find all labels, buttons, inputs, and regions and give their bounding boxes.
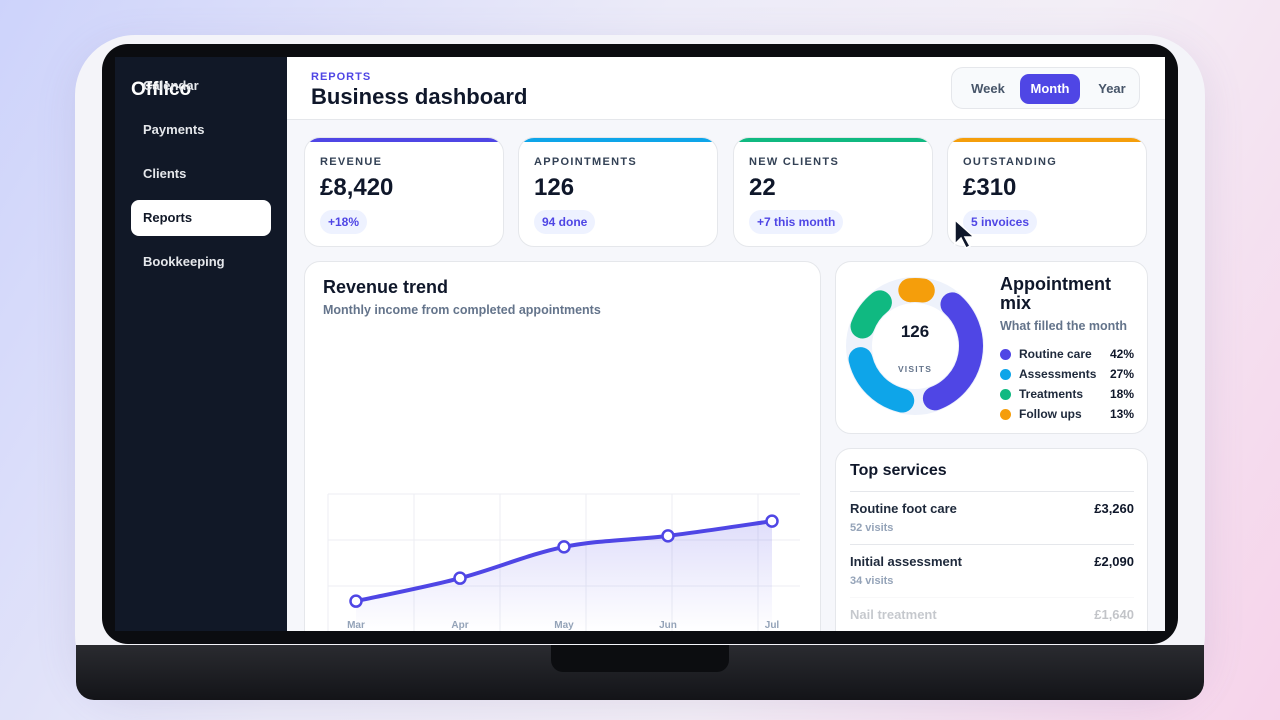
header: REPORTS Business dashboard Week Month Year (287, 57, 1165, 120)
kpi-value: £310 (963, 174, 1017, 201)
donut-segment (922, 292, 983, 411)
chart-title: Appointment mix (1000, 274, 1111, 313)
nav-item[interactable]: Calendar (143, 78, 199, 93)
period-button[interactable]: Year (1098, 81, 1126, 96)
donut-segment (848, 347, 915, 413)
page-title: Business dashboard (311, 84, 528, 109)
brand: Offlico (131, 79, 192, 100)
donut-center-label: VISITS (898, 364, 932, 374)
nav-item[interactable]: Bookkeeping (143, 254, 225, 269)
mix-card: 126 VISITS Appointment mix What filled t… (835, 261, 1148, 434)
kpi-accent (948, 138, 1146, 142)
kpi-accent (519, 138, 717, 142)
kpi-value: 126 (534, 174, 575, 201)
legend-label: Assessments (1019, 367, 1097, 381)
legend-item: Treatments 18% (1000, 384, 1134, 404)
service-name: Routine foot care (850, 501, 957, 516)
chart-subtitle: Monthly income from completed appointmen… (323, 303, 601, 317)
donut-center-value: 126 (901, 322, 929, 341)
legend-dot (1000, 369, 1011, 380)
service-visits: 52 visits (850, 522, 894, 534)
chart-title: Revenue trend (323, 277, 449, 297)
service-amount: £3,260 (1094, 501, 1134, 516)
legend-item: Follow ups 13% (1000, 404, 1134, 424)
nav-item[interactable]: Clients (143, 166, 187, 181)
legend-value: 27% (1109, 367, 1134, 381)
kpi-badge: 94 done (534, 210, 596, 234)
period-button[interactable]: Month (1020, 74, 1080, 104)
service-name: Nail treatment (850, 607, 937, 622)
chart-subtitle: What filled the month (1000, 319, 1128, 333)
service-row[interactable]: Initial assessment 34 visits £2,090 (850, 544, 1134, 597)
service-amount: £1,640 (1094, 607, 1134, 622)
laptop-notch (551, 645, 729, 672)
legend-item: Assessments 27% (1000, 364, 1134, 384)
kpi-card: NEW CLIENTS 22 +7 this month (733, 137, 933, 247)
kpi-card: OUTSTANDING £310 5 invoices (947, 137, 1147, 247)
legend-value: 42% (1109, 347, 1134, 361)
legend-label: Treatments (1019, 387, 1084, 401)
line-point (453, 571, 467, 585)
period-button[interactable]: Week (971, 81, 1005, 96)
services-card: Top services Routine foot care 52 visits £… (835, 448, 1148, 631)
period-switch: Week Month Year (951, 67, 1140, 109)
sidebar: Offlico Calendar Payments Clients Reports Bo… (115, 57, 287, 631)
service-row[interactable]: Routine foot care 52 visits £3,260 (850, 491, 1134, 544)
service-visits: 34 visits (850, 575, 894, 587)
x-tick-label: Apr (451, 620, 468, 631)
nav-item[interactable]: Reports (131, 200, 271, 236)
line-point (557, 540, 571, 554)
kpi-card: REVENUE £8,420 +18% (304, 137, 504, 247)
line-point (765, 514, 779, 528)
revenue-card: Revenue trend Monthly income from comple… (304, 261, 821, 631)
kpi-label: OUTSTANDING (963, 156, 1058, 168)
cursor (954, 218, 976, 250)
line-chart: Mar Apr May Jun Jul (327, 493, 800, 631)
service-amount: £2,090 (1094, 554, 1134, 569)
screen: Offlico Calendar Payments Clients Reports Bo… (115, 57, 1165, 631)
legend-label: Follow ups (1019, 407, 1082, 421)
legend-dot (1000, 389, 1011, 400)
kpi-accent (734, 138, 932, 142)
line-area (356, 521, 772, 631)
kpi-value: £8,420 (320, 174, 394, 201)
donut-segment (898, 278, 935, 303)
x-tick-label: Jun (659, 620, 677, 631)
eyebrow: REPORTS (311, 71, 372, 83)
legend-label: Routine care (1019, 347, 1092, 361)
line-point (661, 529, 675, 543)
donut-segment (850, 290, 892, 339)
line-point (349, 594, 363, 608)
kpi-badge: +18% (320, 210, 368, 234)
service-row[interactable]: Nail treatment £1,640 (850, 597, 1134, 631)
kpi-label: REVENUE (320, 156, 383, 168)
kpi-label: NEW CLIENTS (749, 156, 840, 168)
card-title: Top services (850, 462, 947, 479)
kpi-badge: 5 invoices (963, 210, 1038, 234)
service-name: Initial assessment (850, 554, 962, 569)
legend-item: Routine care 42% (1000, 344, 1134, 364)
x-tick-label: May (554, 620, 574, 631)
donut-chart: 126 VISITS (846, 277, 984, 415)
kpi-accent (305, 138, 503, 142)
legend-value: 18% (1109, 387, 1134, 401)
x-tick-label: Jul (765, 620, 780, 631)
legend-dot (1000, 349, 1011, 360)
kpi-value: 22 (749, 174, 776, 201)
legend-dot (1000, 409, 1011, 420)
kpi-badge: +7 this month (749, 210, 844, 234)
kpi-label: APPOINTMENTS (534, 156, 637, 168)
nav-item[interactable]: Payments (143, 122, 205, 137)
kpi-card: APPOINTMENTS 126 94 done (518, 137, 718, 247)
x-tick-label: Mar (347, 620, 365, 631)
legend-value: 13% (1109, 407, 1134, 421)
